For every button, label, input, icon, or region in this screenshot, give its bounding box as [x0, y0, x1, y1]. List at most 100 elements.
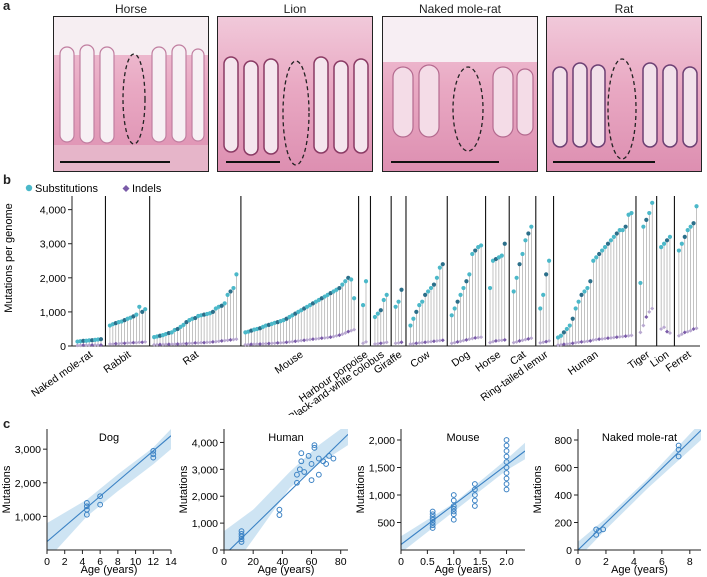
indel-point	[110, 341, 115, 346]
indel-point	[667, 331, 672, 336]
substitution-point	[638, 280, 643, 286]
data-point	[503, 448, 510, 454]
x-tick-label: 2.0	[499, 556, 514, 568]
indel-point	[556, 342, 561, 347]
indel-point	[207, 340, 212, 345]
indel-point	[131, 340, 136, 345]
substitution-point	[473, 248, 478, 253]
indel-point	[597, 337, 602, 342]
indel-point	[107, 341, 112, 346]
y-tick-label: 2,000	[15, 478, 41, 490]
species-label-human: Human	[566, 349, 601, 378]
human-regression-chart: 0 1,000 2,000 3,000 4,000 0 20 40 60 80 Human Age (…	[178, 429, 348, 576]
histo-title-rat: Rat	[614, 2, 634, 16]
indel-point	[650, 306, 655, 311]
scale-bar-rat	[553, 161, 655, 163]
substitution-point	[617, 227, 622, 233]
indel-point	[694, 326, 699, 331]
indel-point	[585, 339, 590, 344]
data-point	[471, 503, 478, 509]
substitution-point	[434, 275, 440, 280]
indel-point	[334, 333, 339, 338]
indel-point	[210, 339, 215, 344]
indel-point	[393, 341, 398, 346]
indel-point	[331, 334, 336, 339]
x-axis-label: Age (years)	[435, 564, 492, 576]
substitution-point	[134, 312, 139, 317]
substitution-point	[143, 307, 148, 312]
indel-point	[178, 341, 183, 346]
indel-point	[511, 340, 516, 345]
data-point	[311, 444, 318, 451]
substitution-point	[440, 262, 445, 267]
data-point	[450, 505, 457, 512]
substitution-point	[337, 285, 342, 291]
chart-title: Dog	[99, 432, 119, 444]
histology-image-lion	[217, 16, 373, 172]
indel-point	[626, 333, 631, 338]
substitution-point	[667, 234, 673, 240]
y-tick-label: 3,000	[15, 444, 41, 456]
substitution-point	[529, 224, 534, 229]
substitution-point	[228, 289, 233, 294]
data-point	[330, 455, 337, 462]
indel-point	[691, 326, 696, 331]
data-point	[83, 500, 90, 506]
crypt-illustration-lion	[223, 56, 369, 166]
indel-point	[225, 338, 230, 343]
indel-point	[163, 342, 168, 347]
histo-title-lion: Lion	[283, 2, 307, 16]
indel-point	[266, 341, 271, 346]
panel-b-letter: b	[3, 172, 11, 187]
indel-point	[122, 341, 127, 346]
data-point	[301, 469, 308, 475]
substitution-point	[210, 309, 216, 315]
data-point	[311, 442, 318, 449]
indel-point	[361, 341, 366, 346]
indel-point	[228, 337, 233, 342]
substitution-point	[137, 304, 142, 309]
indel-point	[476, 335, 481, 340]
y-axis-label: Mutations	[532, 465, 544, 513]
substitution-point	[588, 279, 593, 284]
indel-point	[184, 341, 189, 346]
data-point	[150, 451, 157, 458]
substitution-point	[378, 308, 383, 313]
data-point	[593, 531, 600, 538]
y-tick-label: 400	[554, 490, 572, 502]
y-tick-label: 2,000	[40, 273, 66, 285]
y-tick-label: 1,000	[40, 307, 66, 319]
plot-area	[224, 429, 348, 550]
naked-mole-rat-regression-chart: 0 200 400 600 800 0 2 4 6 8 Naked mole-rat Age (yea…	[532, 429, 701, 576]
substitution-point	[691, 221, 696, 226]
data-point	[471, 486, 478, 493]
indel-point	[629, 333, 634, 338]
substitution-point	[514, 275, 519, 280]
indel-point	[290, 339, 295, 344]
data-point	[503, 459, 510, 465]
data-point	[450, 503, 457, 509]
data-point	[429, 514, 436, 520]
data-point	[150, 454, 157, 461]
indel-point	[429, 339, 434, 344]
data-point	[315, 455, 322, 462]
substitution-point	[181, 322, 186, 327]
indel-point	[219, 338, 224, 343]
y-tick-label: 1,500	[369, 463, 395, 475]
indel-point	[679, 332, 684, 337]
indel-point	[158, 342, 163, 347]
substitution-point	[411, 316, 416, 321]
indel-point	[420, 340, 425, 345]
y-axis-label: Mutations	[355, 465, 367, 513]
x-tick-label: 0	[575, 556, 581, 568]
indel-point	[199, 340, 204, 345]
substitution-point	[479, 243, 484, 248]
panel-a-letter: a	[3, 0, 11, 13]
data-point	[450, 492, 457, 498]
indel-point	[193, 340, 198, 345]
indel-point	[594, 337, 599, 342]
scale-bar-naked-mole-rat	[391, 161, 499, 163]
indel-point	[299, 338, 304, 343]
substitution-point	[431, 282, 437, 287]
substitution-point	[644, 217, 649, 222]
